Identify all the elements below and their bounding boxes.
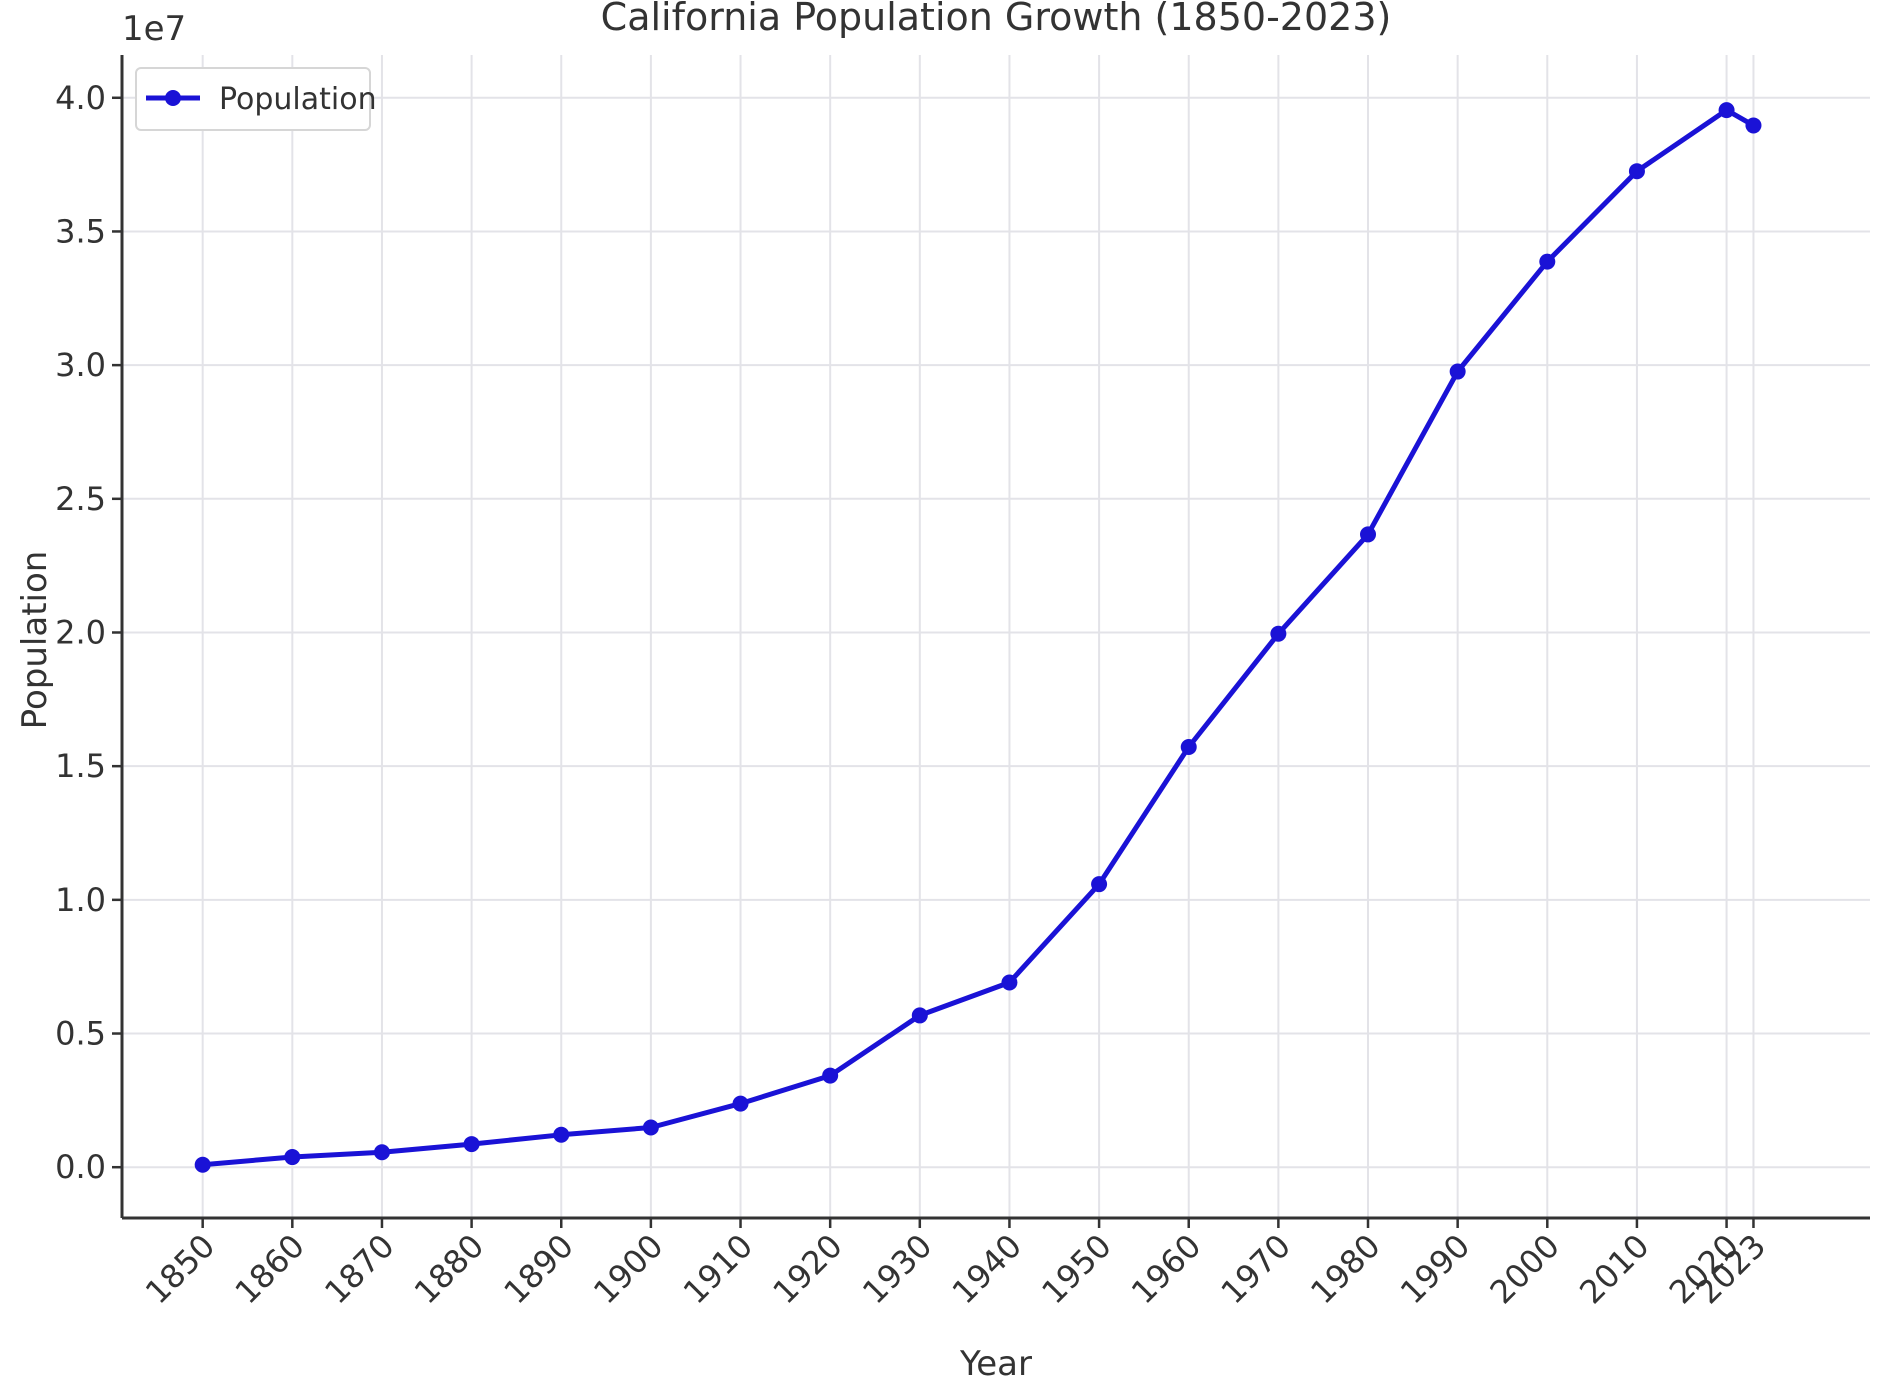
x-tick-label: 1850 xyxy=(138,1227,222,1311)
x-tick-label: 1870 xyxy=(317,1227,401,1311)
x-axis-label: Year xyxy=(959,1344,1032,1384)
data-point-1990 xyxy=(1449,363,1466,380)
data-point-1950 xyxy=(1091,876,1108,893)
y-tick-label: 1.5 xyxy=(55,747,106,785)
x-tick-label: 1980 xyxy=(1303,1227,1387,1311)
y-tick-label: 3.0 xyxy=(55,346,106,384)
series-line-population xyxy=(200,107,1756,1168)
x-tick-label: 1960 xyxy=(1124,1227,1208,1311)
data-point-1980 xyxy=(1360,526,1377,543)
x-tick-label: 1900 xyxy=(586,1227,670,1311)
data-point-1870 xyxy=(373,1144,390,1161)
y-axis-ticks: 0.0 0.5 1.0 1.5 2.0 2.5 3.0 3.5 4.0 xyxy=(55,79,122,1186)
x-tick-label: 1950 xyxy=(1034,1227,1118,1311)
grid xyxy=(122,55,1870,1218)
data-point-1930 xyxy=(911,1007,928,1024)
x-tick-label: 1930 xyxy=(855,1227,939,1311)
x-tick-label: 2000 xyxy=(1482,1227,1566,1311)
data-point-1910 xyxy=(732,1095,749,1112)
y-axis-label: Population xyxy=(15,551,55,730)
x-axis-ticks: 1850 1860 1870 1880 1890 1900 1910 1920 1930 1940… xyxy=(138,1218,1773,1311)
axes-spines xyxy=(120,55,1870,1220)
x-tick-label: 1990 xyxy=(1393,1227,1477,1311)
legend: Population xyxy=(135,67,377,131)
data-point-2020 xyxy=(1718,102,1735,119)
data-point-1890 xyxy=(553,1126,570,1143)
y-tick-label: 0.0 xyxy=(55,1148,106,1186)
x-tick-label: 1880 xyxy=(407,1227,491,1311)
x-tick-label: 1940 xyxy=(945,1227,1029,1311)
chart-title: California Population Growth (1850-2023) xyxy=(601,0,1392,39)
y-tick-label: 2.0 xyxy=(55,613,106,651)
legend-entry-population: Population xyxy=(219,82,377,117)
data-point-1850 xyxy=(194,1156,211,1173)
y-tick-label: 1.0 xyxy=(55,881,106,919)
x-tick-label: 1860 xyxy=(228,1227,312,1311)
data-point-1970 xyxy=(1270,625,1287,642)
x-tick-label: 2010 xyxy=(1572,1227,1656,1311)
data-point-1960 xyxy=(1180,738,1197,755)
data-point-2000 xyxy=(1539,253,1556,270)
legend-marker-swatch xyxy=(165,90,181,106)
series-layer xyxy=(194,102,1762,1173)
x-tick-label: 1920 xyxy=(765,1227,849,1311)
y-tick-label: 3.5 xyxy=(55,212,106,250)
y-tick-label: 4.0 xyxy=(55,79,106,117)
data-point-2010 xyxy=(1628,163,1645,180)
x-tick-label: 1890 xyxy=(496,1227,580,1311)
data-point-1940 xyxy=(1001,974,1018,991)
x-tick-label: 1910 xyxy=(676,1227,760,1311)
x-tick-label: 1970 xyxy=(1214,1227,1298,1311)
data-point-2023 xyxy=(1745,117,1762,134)
data-point-1860 xyxy=(284,1149,301,1166)
y-tick-label: 2.5 xyxy=(55,480,106,518)
legend-box xyxy=(135,67,371,131)
data-point-1880 xyxy=(463,1136,480,1153)
y-offset-label: 1e7 xyxy=(122,9,186,49)
data-point-1920 xyxy=(822,1067,839,1084)
y-tick-label: 0.5 xyxy=(55,1015,106,1053)
data-point-1900 xyxy=(642,1119,659,1136)
